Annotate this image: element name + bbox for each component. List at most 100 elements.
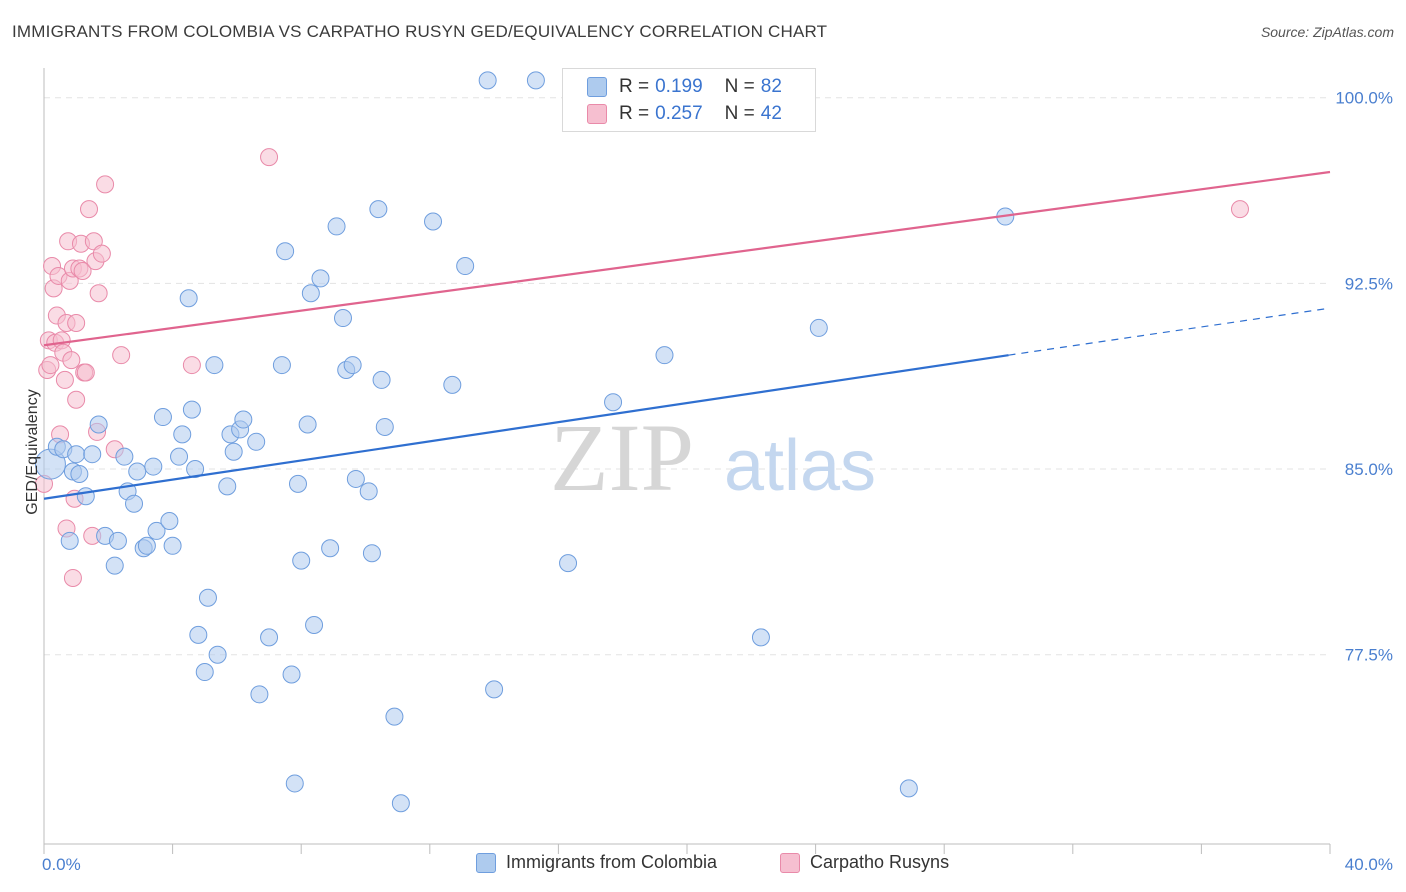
data-point: [198, 588, 217, 607]
data-point: [153, 408, 172, 427]
data-point: [301, 284, 320, 303]
legend-n-label: N =: [724, 103, 755, 124]
data-point: [485, 680, 504, 699]
legend-n-label: N =: [724, 76, 755, 97]
data-point: [346, 469, 365, 488]
chart-title: IMMIGRANTS FROM COLOMBIA VS CARPATHO RUS…: [12, 22, 828, 41]
gridlines: [44, 97, 1330, 656]
data-point: [559, 554, 578, 573]
data-point: [170, 447, 189, 466]
legend-swatch-pink: [780, 852, 800, 873]
data-point: [1230, 200, 1249, 219]
data-point: [343, 356, 362, 375]
y-tick-label: 92.5%: [1345, 274, 1393, 293]
data-point: [311, 269, 330, 288]
data-point: [359, 482, 378, 501]
data-point: [55, 370, 74, 389]
data-point: [67, 390, 86, 409]
data-point: [298, 415, 317, 434]
data-point: [899, 779, 918, 798]
regression-line: [43, 354, 1009, 500]
data-point: [41, 356, 60, 375]
data-point: [179, 289, 198, 308]
data-point: [62, 351, 81, 370]
data-point: [327, 217, 346, 236]
data-point: [305, 616, 324, 635]
regression-line: [43, 170, 1331, 347]
data-point: [125, 494, 144, 513]
data-point: [108, 531, 127, 550]
data-point: [89, 415, 108, 434]
y-axis-label: GED/Equivalency: [24, 389, 41, 514]
data-point: [67, 445, 86, 464]
data-point: [362, 544, 381, 563]
data-point: [276, 242, 295, 261]
data-point: [372, 370, 391, 389]
data-point: [456, 257, 475, 276]
data-point: [604, 393, 623, 412]
legend-r-label: R =: [619, 103, 650, 124]
legend-label-colombia: Immigrants from Colombia: [506, 852, 718, 872]
data-point: [751, 628, 770, 647]
data-point: [105, 556, 124, 575]
source-label: Source: ZipAtlas.com: [1260, 24, 1394, 40]
data-point: [333, 309, 352, 328]
data-point: [96, 175, 115, 194]
legend-r-value: 0.199: [655, 76, 703, 97]
data-point: [655, 346, 674, 365]
data-point: [92, 244, 111, 263]
legend-swatch-pink: [587, 104, 607, 124]
data-point: [70, 464, 89, 483]
series-immigrants-from-colombia: [34, 71, 1015, 813]
regression-lines: [43, 170, 1331, 500]
data-point: [272, 356, 291, 375]
legend-r-value: 0.257: [655, 103, 703, 124]
data-point: [292, 551, 311, 570]
data-point: [73, 261, 92, 280]
y-tick-labels: 77.5% 85.0% 92.5% 100.0%: [1335, 89, 1393, 665]
watermark: ZIP atlas: [550, 404, 876, 511]
data-point: [218, 477, 237, 496]
data-point: [144, 457, 163, 476]
legend-row-blue: R = 0.199 N = 82: [587, 74, 782, 100]
data-point: [67, 313, 86, 332]
data-point: [285, 774, 304, 793]
legend-r-label: R =: [619, 76, 650, 97]
legend-row-pink: R = 0.257 N = 42: [587, 101, 782, 127]
watermark-atlas: atlas: [724, 426, 876, 506]
data-point: [63, 568, 82, 587]
series-legend: Immigrants from Colombia Carpatho Rusyns: [0, 852, 1406, 878]
data-point: [112, 346, 131, 365]
data-point: [247, 432, 266, 451]
legend-swatch-blue: [476, 852, 496, 873]
data-point: [182, 356, 201, 375]
data-point: [234, 410, 253, 429]
data-point: [391, 794, 410, 813]
data-point: [189, 625, 208, 644]
x-tick-label: 40.0%: [1345, 855, 1393, 874]
data-point: [809, 318, 828, 337]
data-point: [208, 645, 227, 664]
data-point: [182, 400, 201, 419]
data-point: [250, 685, 269, 704]
x-tick-labels: 0.0% 40.0%: [42, 855, 1393, 874]
legend-n-value: 82: [760, 76, 782, 97]
data-point: [147, 521, 166, 540]
data-point: [369, 200, 388, 219]
legend-item-colombia: Immigrants from Colombia: [476, 852, 717, 873]
data-point: [224, 442, 243, 461]
data-point: [89, 284, 108, 303]
data-point: [128, 462, 147, 481]
x-tick-label: 0.0%: [42, 855, 81, 874]
legend-swatch-blue: [587, 77, 607, 97]
y-tick-label: 85.0%: [1345, 460, 1393, 479]
data-point: [76, 487, 95, 506]
data-point: [478, 71, 497, 90]
data-point: [160, 512, 179, 531]
legend-label-rusyns: Carpatho Rusyns: [810, 852, 950, 872]
y-tick-label: 77.5%: [1345, 646, 1393, 665]
data-point: [83, 445, 102, 464]
data-point: [288, 474, 307, 493]
data-point: [424, 212, 443, 231]
